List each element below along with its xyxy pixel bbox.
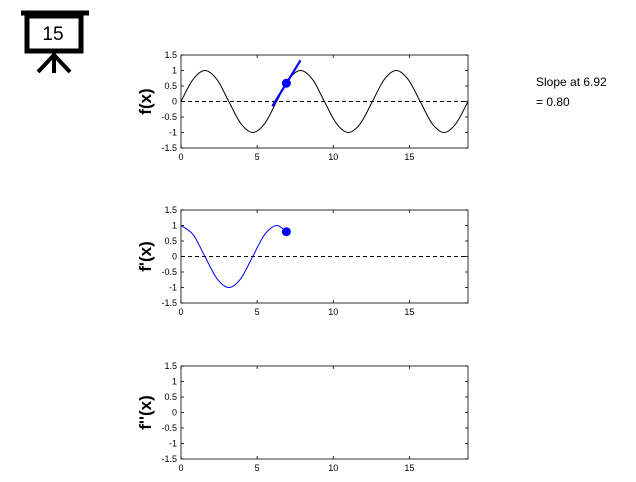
subplot: -1.5 -1 -0.5 0 0.5 1 1.5 0 5 10 15 f'(x) — [136, 205, 469, 317]
x-tick-label: 10 — [328, 152, 338, 162]
y-tick-label: -1 — [169, 439, 177, 449]
badge-leg — [52, 53, 72, 74]
y-tick-label: 1.5 — [164, 50, 177, 60]
annotation: Slope at 6.92 — [536, 75, 607, 89]
y-axis-label: f'(x) — [136, 241, 155, 271]
curve — [180, 224, 287, 289]
x-tick-label: 0 — [178, 463, 183, 473]
annotation: = 0.80 — [536, 95, 570, 109]
y-tick-label: -0.5 — [161, 112, 177, 122]
badge-text: 15 — [42, 24, 63, 45]
x-tick-label: 5 — [255, 463, 260, 473]
y-tick-label: 0 — [172, 408, 177, 418]
y-tick-label: 0.5 — [164, 81, 177, 91]
curve — [180, 69, 469, 134]
y-axis-label: f(x) — [136, 88, 155, 114]
y-tick-label: -1.5 — [161, 143, 177, 153]
y-tick-label: 0.5 — [164, 392, 177, 402]
x-tick-label: 5 — [255, 152, 260, 162]
y-tick-label: -0.5 — [161, 267, 177, 277]
y-tick-label: -1 — [169, 128, 177, 138]
subplot: -1.5 -1 -0.5 0 0.5 1 1.5 0 5 10 15 f''(x) — [136, 361, 469, 473]
x-tick-label: 15 — [404, 307, 414, 317]
y-axis-label: f''(x) — [136, 395, 155, 430]
y-tick-label: -1.5 — [161, 298, 177, 308]
y-tick-label: 1.5 — [164, 205, 177, 215]
y-tick-label: 1 — [172, 221, 177, 231]
axes-box — [180, 365, 469, 460]
badge-icon: 15 — [21, 10, 89, 74]
point-marker — [281, 227, 291, 237]
y-tick-label: 1 — [172, 377, 177, 387]
y-tick-label: 0 — [172, 252, 177, 262]
y-tick-label: -1 — [169, 283, 177, 293]
x-tick-label: 5 — [255, 307, 260, 317]
x-tick-label: 15 — [404, 152, 414, 162]
x-tick-label: 10 — [328, 463, 338, 473]
y-tick-label: -1.5 — [161, 454, 177, 464]
y-tick-label: 1.5 — [164, 361, 177, 371]
point-marker — [281, 78, 291, 88]
subplot: -1.5 -1 -0.5 0 0.5 1 1.5 0 5 10 15 f(x) — [136, 50, 469, 162]
y-tick-label: 1 — [172, 66, 177, 76]
y-tick-label: 0 — [172, 97, 177, 107]
badge-leg — [36, 53, 56, 74]
x-tick-label: 10 — [328, 307, 338, 317]
y-tick-label: 0.5 — [164, 236, 177, 246]
x-tick-label: 0 — [178, 307, 183, 317]
x-tick-label: 0 — [178, 152, 183, 162]
y-tick-label: -0.5 — [161, 423, 177, 433]
x-tick-label: 15 — [404, 463, 414, 473]
